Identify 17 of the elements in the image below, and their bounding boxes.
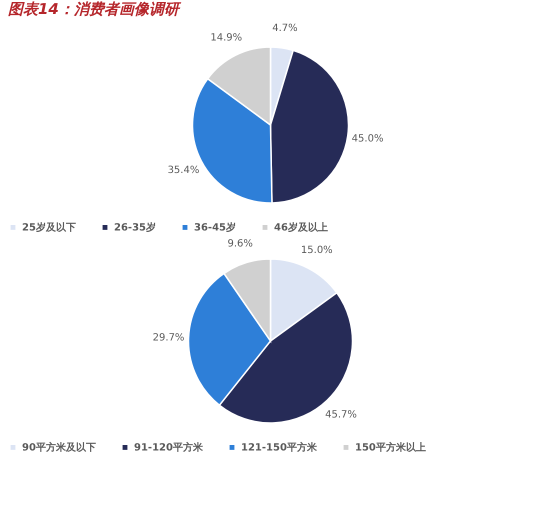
legend-label: 150平方米以上 (355, 441, 426, 454)
legend-label: 26-35岁 (114, 221, 156, 234)
data-label: 14.9% (210, 32, 242, 44)
chart-title: 图表14：消费者画像调研 (8, 0, 182, 18)
legend-label: 90平方米及以下 (22, 441, 96, 454)
legend-label: 46岁及以上 (274, 221, 328, 234)
data-label: 15.0% (300, 245, 333, 256)
data-label: 45.7% (325, 410, 357, 421)
data-label: 4.7% (272, 23, 298, 34)
data-label: 9.6% (228, 238, 253, 250)
legend-label: 36-45岁 (194, 221, 236, 234)
data-label: 45.0% (352, 134, 384, 145)
legend-label: 91-120平方米 (134, 441, 204, 454)
legend-label: 121-150平方米 (241, 441, 318, 454)
legend-label: 25岁及以下 (22, 221, 76, 234)
data-label: 35.4% (168, 165, 200, 176)
data-label: 29.7% (152, 332, 184, 344)
